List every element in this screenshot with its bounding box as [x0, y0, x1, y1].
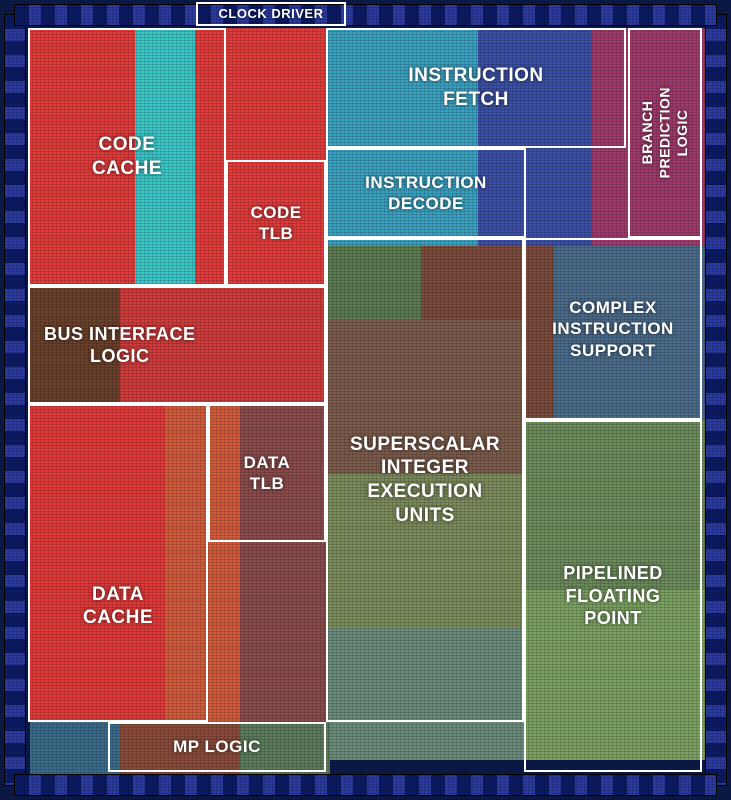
block-code-cache: CODE CACHE: [28, 28, 226, 286]
block-branch-prediction: BRANCH PREDICTION LOGIC: [628, 28, 702, 238]
block-clock-driver: CLOCK DRIVER: [196, 2, 346, 26]
block-pipelined-fp: PIPELINED FLOATING POINT: [524, 420, 702, 772]
pad-ring-right: [705, 14, 727, 786]
block-superscalar: SUPERSCALAR INTEGER EXECUTION UNITS: [326, 238, 524, 722]
label-instruction-decode: INSTRUCTION DECODE: [365, 172, 487, 215]
pad-ring-bottom: [14, 774, 717, 796]
label-complex-instruction: COMPLEX INSTRUCTION SUPPORT: [552, 297, 674, 361]
block-code-tlb: CODE TLB: [226, 160, 326, 286]
pad-ring-left: [4, 14, 26, 786]
block-instruction-decode: INSTRUCTION DECODE: [326, 148, 526, 238]
label-bus-interface: BUS INTERFACE LOGIC: [44, 323, 196, 368]
label-pipelined-fp: PIPELINED FLOATING POINT: [563, 562, 663, 630]
pad-ring-top: [14, 4, 717, 26]
block-instruction-fetch: INSTRUCTION FETCH: [326, 28, 626, 148]
label-mp-logic: MP LOGIC: [173, 736, 261, 757]
label-code-tlb: CODE TLB: [250, 202, 301, 245]
label-data-cache: DATA CACHE: [83, 583, 153, 631]
block-data-cache: DATA CACHE: [28, 404, 208, 722]
label-branch-prediction: BRANCH PREDICTION LOGIC: [639, 87, 692, 178]
label-data-tlb: DATA TLB: [244, 452, 291, 495]
block-data-tlb: DATA TLB: [208, 404, 326, 542]
label-code-cache: CODE CACHE: [92, 133, 162, 181]
label-instruction-fetch: INSTRUCTION FETCH: [408, 64, 543, 112]
label-superscalar: SUPERSCALAR INTEGER EXECUTION UNITS: [350, 433, 500, 528]
block-mp-logic: MP LOGIC: [108, 722, 326, 772]
block-complex-instruction: COMPLEX INSTRUCTION SUPPORT: [524, 238, 702, 420]
chip-die: CLOCK DRIVER CODE CACHE CODE TLB INSTRUCTIO…: [0, 0, 731, 800]
label-clock-driver: CLOCK DRIVER: [219, 6, 324, 22]
block-bus-interface: BUS INTERFACE LOGIC: [28, 286, 326, 404]
